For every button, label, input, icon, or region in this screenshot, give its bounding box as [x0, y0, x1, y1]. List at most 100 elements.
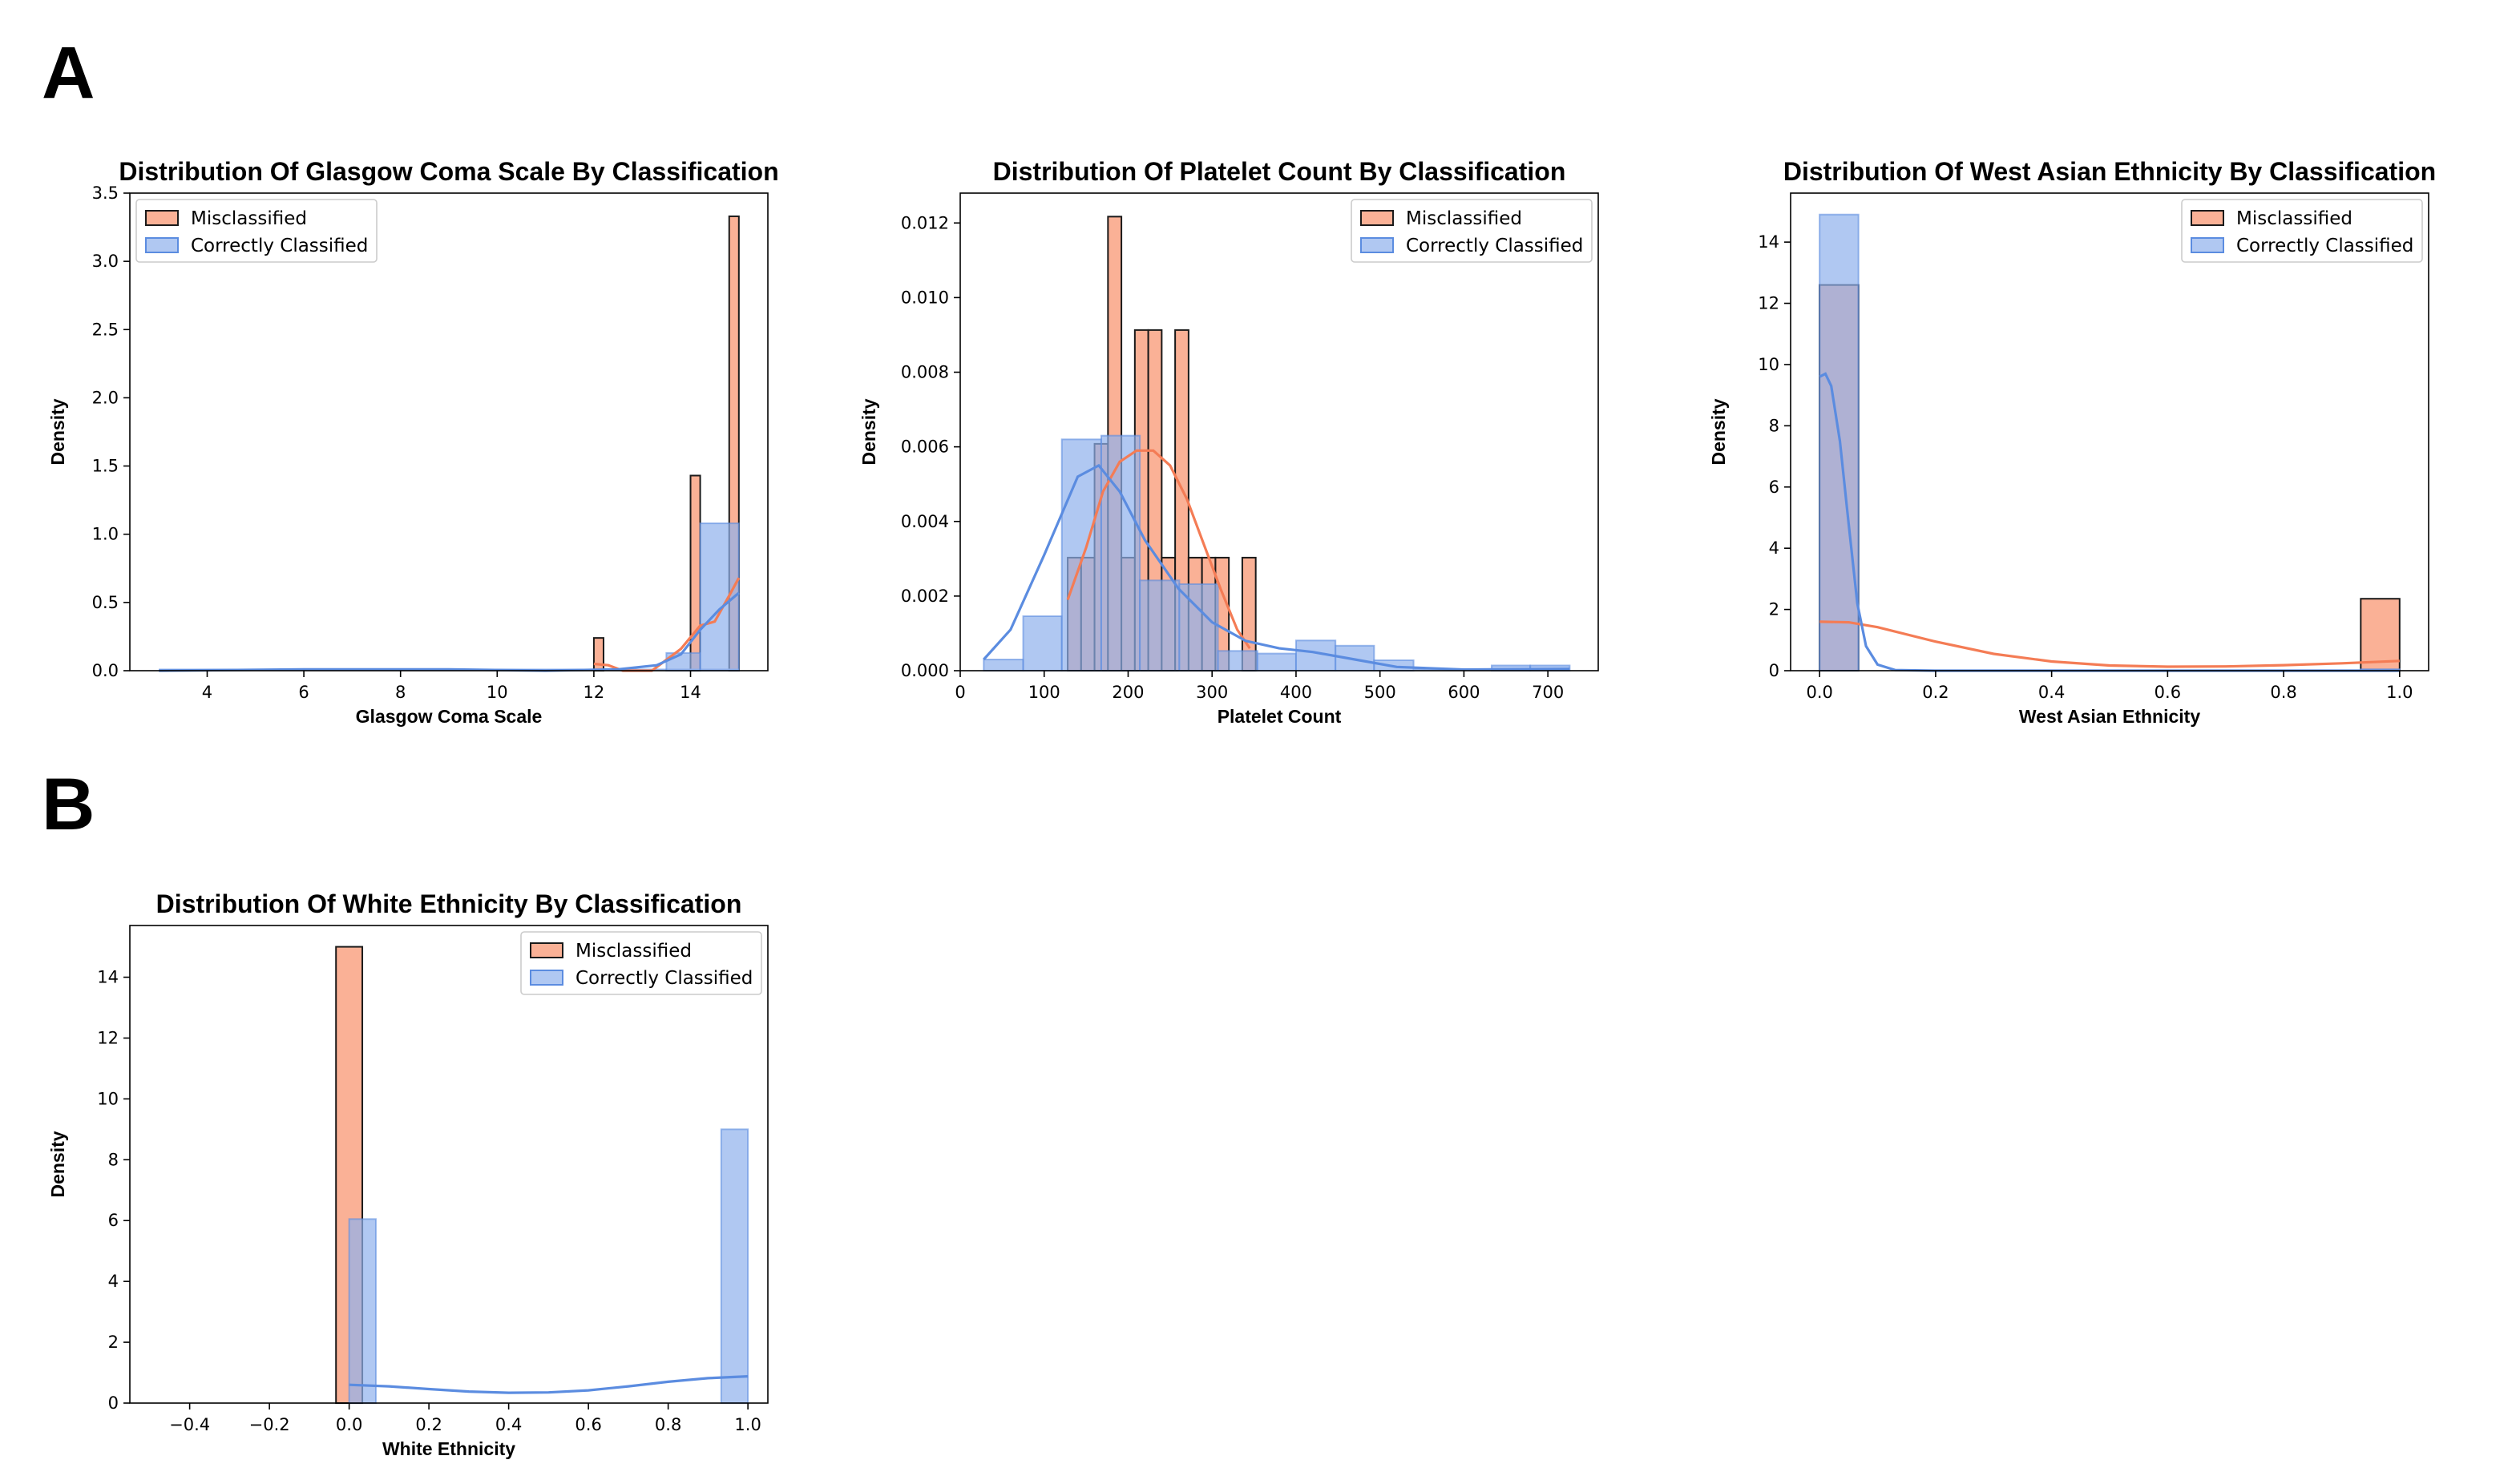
hist-bar — [1100, 434, 1141, 671]
legend-swatch — [2191, 237, 2224, 253]
x-axis-label: White Ethnicity — [382, 1438, 515, 1459]
x-tick-label: 0.4 — [495, 1415, 522, 1434]
chart-2: Distribution Of Platelet Count By Classi… — [858, 157, 1599, 727]
legend-label: Correctly Classified — [191, 236, 368, 256]
hist-bar — [348, 1218, 377, 1404]
legend-label: Misclassified — [1406, 208, 1522, 229]
x-tick-label: 200 — [1112, 683, 1144, 702]
legend-swatch — [2191, 210, 2224, 226]
kde-line-misclassified — [1066, 449, 1251, 649]
legend-box — [1351, 199, 1593, 263]
x-tick-label: 0 — [955, 683, 965, 702]
y-tick-label: 2.5 — [92, 320, 119, 339]
legend-label: Misclassified — [575, 941, 692, 962]
panel-letter-a: A — [42, 32, 95, 114]
y-tick-label: 3.0 — [92, 252, 119, 271]
y-tick-label: 12 — [1758, 294, 1779, 313]
y-tick-label: 3.5 — [92, 183, 119, 203]
legend-label: Correctly Classified — [1406, 236, 1583, 256]
legend-label: Correctly Classified — [575, 968, 753, 989]
kde-line-correctly-classified — [159, 591, 740, 672]
y-tick-label: 10 — [1758, 355, 1779, 374]
y-tick-label: 0.004 — [901, 512, 949, 531]
y-tick-label: 6 — [108, 1211, 119, 1230]
y-tick-label: 0.002 — [901, 587, 949, 606]
kde-line-misclassified — [1819, 620, 2400, 668]
y-tick-label: 0 — [108, 1393, 119, 1413]
legend-box — [2181, 199, 2423, 263]
x-tick-label: 700 — [1532, 683, 1564, 702]
hist-bar — [1022, 615, 1063, 671]
legend-swatch — [145, 210, 179, 226]
legend-swatch — [1360, 237, 1394, 253]
legend-swatch — [530, 942, 563, 958]
hist-bar — [720, 1128, 749, 1405]
hist-bar — [2360, 598, 2401, 672]
x-tick-label: 300 — [1196, 683, 1228, 702]
x-tick-label: 0.0 — [1806, 683, 1832, 702]
chart-title: Distribution Of White Ethnicity By Class… — [156, 889, 742, 918]
y-axis-label: Density — [47, 398, 68, 465]
x-axis-label: West Asian Ethnicity — [2019, 706, 2200, 727]
series-correctly-classified-bars — [348, 1128, 749, 1405]
chart-3: Distribution Of West Asian Ethnicity By … — [1708, 157, 2436, 727]
y-axis-label: Density — [858, 398, 879, 465]
legend: Misclassified Correctly Classified — [520, 931, 762, 995]
x-tick-label: 100 — [1028, 683, 1060, 702]
hist-bar — [1217, 650, 1258, 672]
x-tick-label: 10 — [487, 683, 508, 702]
y-tick-label: 0.000 — [901, 661, 949, 680]
plot-frame — [1790, 192, 2429, 671]
y-tick-label: 12 — [97, 1028, 119, 1047]
y-axis-label: Density — [47, 1131, 68, 1197]
legend-swatch — [1360, 210, 1394, 226]
y-tick-label: 8 — [1769, 416, 1779, 435]
y-tick-label: 14 — [97, 968, 119, 987]
y-tick-label: 1.5 — [92, 457, 119, 476]
y-tick-label: 0.010 — [901, 288, 949, 307]
hist-bar — [1178, 583, 1219, 671]
y-tick-label: 8 — [108, 1150, 119, 1169]
x-tick-label: 0.2 — [1922, 683, 1949, 702]
x-tick-label: 8 — [395, 683, 406, 702]
y-tick-label: 2 — [108, 1333, 119, 1352]
y-tick-label: 6 — [1769, 478, 1779, 497]
panel-letter-b: B — [42, 764, 95, 845]
x-tick-label: 4 — [202, 683, 212, 702]
kde-line-correctly-classified — [983, 463, 1570, 671]
hist-bar — [1139, 579, 1181, 671]
series-correctly-classified-bars — [1819, 213, 2401, 671]
y-tick-label: 0.012 — [901, 213, 949, 232]
plot-frame — [129, 192, 769, 671]
x-tick-label: 6 — [298, 683, 309, 702]
series-correctly-classified-bars — [983, 434, 1571, 672]
legend-label: Correctly Classified — [2236, 236, 2413, 256]
y-tick-label: 10 — [97, 1089, 119, 1108]
x-axis-label: Glasgow Coma Scale — [356, 706, 543, 727]
chart-1: Distribution Of Glasgow Coma Scale By Cl… — [47, 157, 779, 727]
x-tick-label: −0.2 — [249, 1415, 290, 1434]
x-tick-label: 1.0 — [734, 1415, 761, 1434]
legend: Misclassified Correctly Classified — [135, 199, 378, 263]
charts-container: Distribution Of Glasgow Coma Scale By Cl… — [47, 157, 2436, 1459]
x-tick-label: 14 — [680, 683, 701, 702]
legend-label: Misclassified — [191, 208, 307, 229]
chart-title: Distribution Of Platelet Count By Classi… — [993, 157, 1566, 186]
x-tick-label: 400 — [1280, 683, 1312, 702]
kde-line-correctly-classified — [349, 1375, 749, 1394]
x-tick-label: 1.0 — [2386, 683, 2413, 702]
x-tick-label: 0.8 — [2270, 683, 2296, 702]
chart-4: Distribution Of White Ethnicity By Class… — [47, 889, 769, 1459]
hist-bar — [1256, 652, 1297, 671]
y-tick-label: 0.0 — [92, 661, 119, 680]
plot-frame — [129, 925, 769, 1404]
x-tick-label: 0.4 — [2038, 683, 2065, 702]
y-tick-label: 4 — [108, 1272, 119, 1291]
hist-bar — [983, 659, 1024, 671]
legend-box — [520, 931, 762, 995]
x-tick-label: 500 — [1364, 683, 1396, 702]
y-tick-label: 4 — [1769, 538, 1779, 558]
legend: Misclassified Correctly Classified — [1351, 199, 1593, 263]
legend-box — [135, 199, 378, 263]
